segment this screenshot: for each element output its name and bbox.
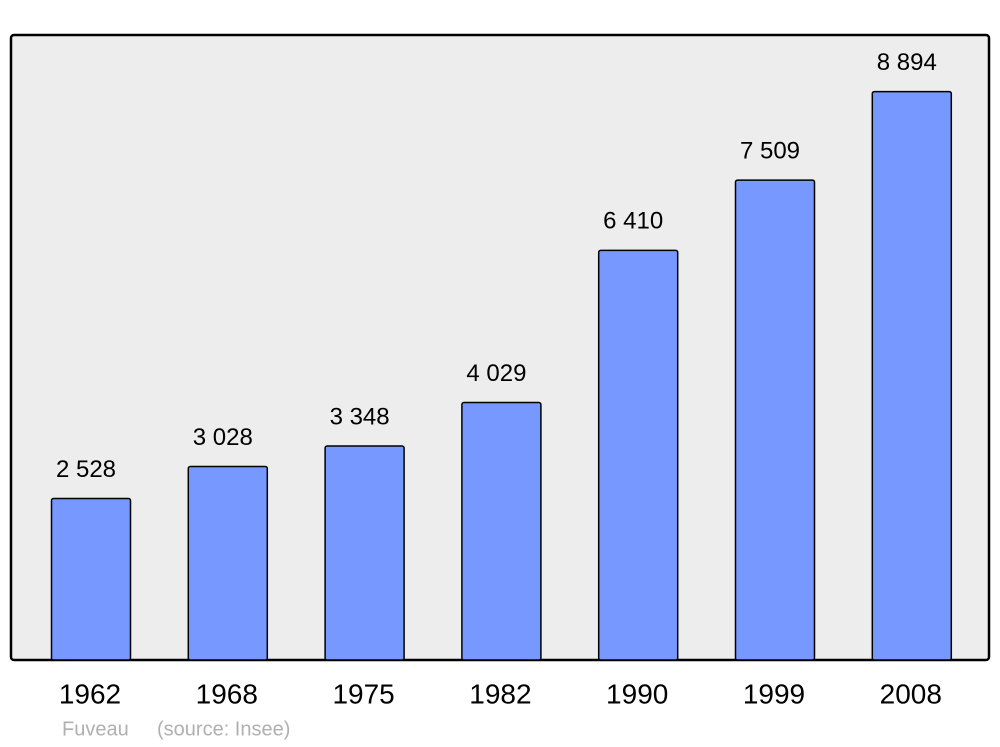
bar — [50, 497, 132, 661]
caption: Fuveau — [62, 718, 129, 740]
bar — [734, 179, 816, 661]
bar — [461, 401, 542, 661]
bar — [187, 465, 269, 661]
value-label: 6 410 — [603, 208, 663, 235]
value-label: 3 028 — [193, 424, 253, 451]
value-label: 3 348 — [330, 403, 390, 430]
x-tick-label: 1990 — [606, 678, 668, 709]
value-label: 8 894 — [877, 49, 937, 76]
x-tick-label: 1999 — [743, 678, 805, 709]
x-tick-label: 1968 — [196, 678, 258, 709]
x-tick-label: 2008 — [880, 678, 942, 709]
bar — [597, 249, 679, 661]
x-tick-label: 1962 — [59, 678, 121, 709]
bar — [871, 90, 953, 661]
source: (source: Insee) — [157, 718, 290, 740]
bar — [324, 445, 405, 661]
value-label: 7 509 — [740, 137, 800, 164]
x-tick-label: 1982 — [469, 678, 531, 709]
value-label: 2 528 — [56, 456, 116, 483]
x-tick-label: 1975 — [332, 678, 394, 709]
value-label: 4 029 — [466, 360, 526, 387]
